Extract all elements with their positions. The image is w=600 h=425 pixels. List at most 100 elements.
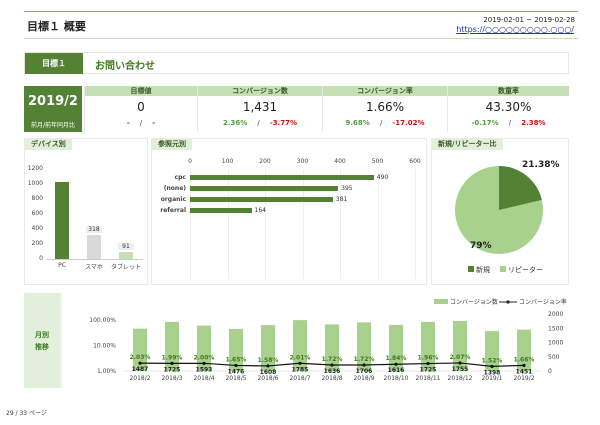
bar-data-label: 1593 (196, 366, 213, 373)
source-category-label: cpc (174, 174, 186, 181)
legend-swatch-conversions (434, 299, 448, 304)
rate-data-label: 1.99% (162, 354, 183, 361)
legend-marker-rate (506, 300, 510, 304)
kpi-yoy: -3.77% (269, 119, 298, 127)
device-panel: デバイス別 1200 1000 800 600 400 200 0 PC 318 スマホ 91 タブレ… (24, 138, 148, 285)
header-divider (24, 38, 578, 39)
monthly-trend-panel: 月別 推移 コンバージョン数 コンバージョン率 100.00% 10.00% 1.00%… (24, 293, 569, 388)
pie-label-new: 21.38% (522, 160, 560, 170)
bar-data-label: 1785 (292, 366, 309, 373)
bar-data-label: 1608 (260, 369, 277, 376)
x-tick-label: 600 (409, 158, 421, 165)
month-subtitle: 前月/前年同月比 (30, 122, 76, 129)
x-tick-label: 2018/9 (353, 375, 374, 382)
gridline (340, 169, 341, 279)
rate-marker (170, 361, 174, 365)
bar-data-label: 1725 (420, 367, 437, 374)
kpi-conversions: コンバージョン数 1,431 2.36% / -3.77% (197, 86, 322, 132)
gridline (302, 169, 304, 279)
rate-data-label: 1.65% (226, 356, 247, 363)
month-value: 2019/2 (28, 94, 78, 109)
source-bar (190, 175, 374, 180)
bar-data-label: 1451 (516, 368, 533, 375)
page-url-link[interactable]: https://○○○○○○○○○.○○○/ (456, 25, 574, 34)
panel-title: デバイス別 (25, 139, 72, 150)
kpi-compare: 9.68% / -17.02% (345, 119, 425, 127)
y-tick-label: 1000 (27, 180, 43, 187)
rate-data-label: 1.84% (386, 355, 407, 362)
bar-data-label: 1706 (356, 368, 373, 375)
x-tick-label: 2019/2 (513, 375, 534, 382)
trend-label-trend: 推移 (35, 342, 49, 351)
goal-bar: 目標１ お問い合わせ (24, 52, 569, 74)
gridline (415, 169, 416, 279)
rate-data-label: 1.58% (258, 357, 279, 364)
monthly-bar (389, 324, 403, 371)
kpi-label: 数童率 (448, 86, 569, 96)
rate-marker (394, 362, 398, 366)
x-tick-label: 2018/7 (289, 375, 310, 382)
bar-data-label: 1636 (324, 368, 341, 375)
kpi-bounce-rate: 数童率 43.30% -0.17%/2.38% (447, 86, 569, 132)
kpi-label: コンバージョン率 (323, 86, 447, 96)
x-tick-label: 2018/11 (416, 375, 441, 382)
monthly-bar (453, 320, 467, 371)
kpi-yoy: -17.02% (392, 119, 425, 127)
source-category-label: (none) (163, 185, 186, 192)
y-tick-label: 0 (39, 255, 43, 262)
monthly-bar (325, 324, 339, 371)
panel-title: 参照元別 (152, 139, 192, 150)
monthly-bar (485, 331, 499, 371)
kpi-mom: - (126, 119, 130, 127)
x-tick-label: スマホ (85, 264, 103, 271)
x-tick-label: 2018/8 (321, 375, 342, 382)
bar-data-label: 1616 (388, 367, 405, 374)
trend-label: 月別 推移 (24, 293, 60, 388)
legend-swatch-new (468, 266, 474, 272)
y-right-tick-label: 500 (548, 354, 560, 361)
x-tick-label: 2018/4 (193, 375, 214, 382)
source-bar-label: 490 (376, 174, 389, 181)
source-category-label: organic (160, 196, 186, 203)
trend-chart-area: コンバージョン数 コンバージョン率 100.00% 10.00% 1.00% 2000 15… (62, 293, 569, 388)
rate-marker (330, 363, 334, 367)
rate-data-label: 1.66% (514, 356, 535, 363)
device-bar (87, 235, 101, 259)
device-bar-label: 91 (118, 243, 134, 251)
y-tick-label: 200 (31, 240, 43, 247)
source-panel: 参照元別 0 100 200 300 400 500 600 cpc 490 (none) 395 o… (151, 138, 427, 285)
device-bar-label: 318 (86, 226, 102, 234)
kpi-yoy: - (152, 119, 156, 127)
gridline (190, 169, 191, 279)
y-right-tick-label: 2000 (548, 311, 563, 318)
y-right-tick-label: 1000 (548, 340, 563, 347)
month-box: 2019/2 前月/前年同月比 (24, 86, 82, 132)
monthly-bar (421, 321, 435, 371)
kpi-mom: -0.17% (471, 119, 499, 127)
x-tick-label: 2018/5 (225, 375, 246, 382)
pie-chart: 21.38% 79% 新規 リピーター (455, 160, 560, 274)
legend-label-repeat: リピーター (508, 265, 543, 274)
rate-data-label: 2.00% (194, 354, 215, 361)
source-category-label: referral (160, 207, 186, 214)
rate-data-label: 1.72% (354, 356, 375, 363)
rate-data-label: 1.52% (482, 357, 503, 364)
x-tick-label: 2018/3 (161, 375, 182, 382)
x-tick-label: 500 (371, 158, 384, 165)
source-bar (190, 208, 252, 213)
rate-marker (266, 364, 270, 368)
y-left-tick-label: 10.00% (93, 343, 116, 350)
kpi-value: 43.30% (485, 100, 532, 114)
top-rule (24, 11, 578, 12)
x-tick-label: 400 (334, 158, 346, 165)
device-bar (119, 252, 133, 259)
rate-data-label: 1.72% (322, 356, 343, 363)
legend-label-rate: コンバージョン率 (519, 298, 567, 306)
y-tick-label: 1200 (27, 165, 43, 172)
x-tick-label: 100 (221, 158, 234, 165)
pie-label-repeat: 79% (470, 241, 492, 251)
goal-name: お問い合わせ (95, 61, 155, 72)
rate-marker (202, 361, 206, 365)
kpi-target: 目標値 0 - / - (84, 86, 197, 132)
y-right-tick-label: 0 (548, 368, 552, 375)
